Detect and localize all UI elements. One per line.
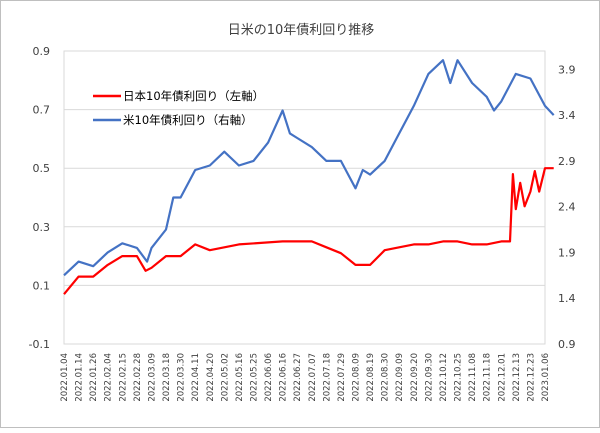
x-tick-label: 2022.05.02 bbox=[220, 353, 230, 402]
x-tick-label: 2022.02.28 bbox=[133, 353, 143, 402]
left-tick-label: 0.5 bbox=[33, 162, 51, 175]
x-tick-label: 2022.12.13 bbox=[512, 353, 522, 402]
x-tick-label: 2022.08.30 bbox=[381, 353, 391, 402]
x-tick-label: 2022.04.20 bbox=[206, 353, 216, 402]
chart-title: 日米の10年債利回り推移 bbox=[228, 23, 375, 38]
x-tick-label: 2022.12.01 bbox=[497, 353, 507, 402]
right-tick-label: 2.4 bbox=[558, 201, 576, 214]
legend-label-japan: 日本10年債利回り（左軸） bbox=[123, 89, 264, 103]
x-tick-label: 2022.12.23 bbox=[526, 353, 536, 402]
x-tick-label: 2022.08.19 bbox=[366, 353, 376, 402]
x-tick-label: 2022.11.18 bbox=[483, 353, 493, 402]
x-tick-label: 2022.02.04 bbox=[104, 353, 114, 402]
x-axis: 2022.01.04 2022.01.14 2022.01.26 2022.02.04… bbox=[60, 353, 551, 402]
x-tick-label: 2022.06.16 bbox=[279, 353, 289, 402]
japan-yield-line bbox=[63, 167, 554, 295]
x-tick-label: 2022.02.15 bbox=[118, 353, 128, 402]
us-yield-line bbox=[63, 59, 555, 277]
x-tick-label: 2022.09.09 bbox=[395, 353, 405, 402]
left-tick-label: 0.7 bbox=[33, 104, 51, 117]
right-tick-label: 2.9 bbox=[558, 155, 576, 168]
x-tick-label: 2022.06.06 bbox=[264, 353, 274, 402]
x-tick-label: 2022.10.12 bbox=[439, 353, 449, 402]
x-tick-label: 2022.07.07 bbox=[308, 353, 318, 402]
right-tick-label: 1.9 bbox=[558, 246, 576, 259]
x-tick-label: 2022.09.20 bbox=[410, 353, 420, 402]
x-tick-label: 2023.01.06 bbox=[541, 353, 551, 402]
x-tick-label: 2022.11.08 bbox=[468, 353, 478, 402]
x-tick-label: 2022.01.26 bbox=[89, 353, 99, 402]
left-tick-label: 0.9 bbox=[33, 45, 51, 58]
x-tick-label: 2022.03.30 bbox=[177, 353, 187, 402]
left-tick-label: 0.3 bbox=[33, 221, 51, 234]
right-tick-label: 1.4 bbox=[558, 292, 576, 305]
x-tick-label: 2022.10.25 bbox=[454, 353, 464, 402]
x-tick-label: 2022.01.14 bbox=[75, 353, 85, 402]
x-tick-label: 2022.07.18 bbox=[322, 353, 332, 402]
right-tick-label: 3.4 bbox=[558, 109, 576, 122]
right-axis: 3.9 3.4 2.9 2.4 1.9 1.4 0.9 bbox=[558, 63, 576, 351]
left-tick-label: 0.1 bbox=[33, 279, 51, 292]
x-tick-label: 2022.03.09 bbox=[147, 353, 157, 402]
x-tick-label: 2022.05.25 bbox=[249, 353, 259, 402]
right-tick-label: 0.9 bbox=[558, 338, 576, 351]
x-tick-label: 2022.05.16 bbox=[235, 353, 245, 402]
x-tick-label: 2022.07.29 bbox=[337, 353, 347, 402]
x-tick-label: 2022.09.30 bbox=[424, 353, 434, 402]
x-tick-label: 2022.03.18 bbox=[162, 353, 172, 402]
series-group bbox=[63, 59, 555, 295]
legend: 日本10年債利回り（左軸） 米10年債利回り（右軸） bbox=[93, 89, 264, 127]
x-tick-label: 2022.01.04 bbox=[60, 353, 70, 402]
plot-area-border bbox=[63, 50, 546, 345]
right-tick-label: 3.9 bbox=[558, 63, 576, 76]
left-axis: 0.9 0.7 0.5 0.3 0.1 -0.1 bbox=[29, 45, 50, 351]
x-tick-label: 2022.06.27 bbox=[293, 353, 303, 402]
left-tick-label: -0.1 bbox=[29, 338, 50, 351]
x-tick-label: 2022.04.11 bbox=[191, 353, 201, 402]
x-tick-label: 2022.08.09 bbox=[352, 353, 362, 402]
legend-label-us: 米10年債利回り（右軸） bbox=[123, 113, 253, 127]
